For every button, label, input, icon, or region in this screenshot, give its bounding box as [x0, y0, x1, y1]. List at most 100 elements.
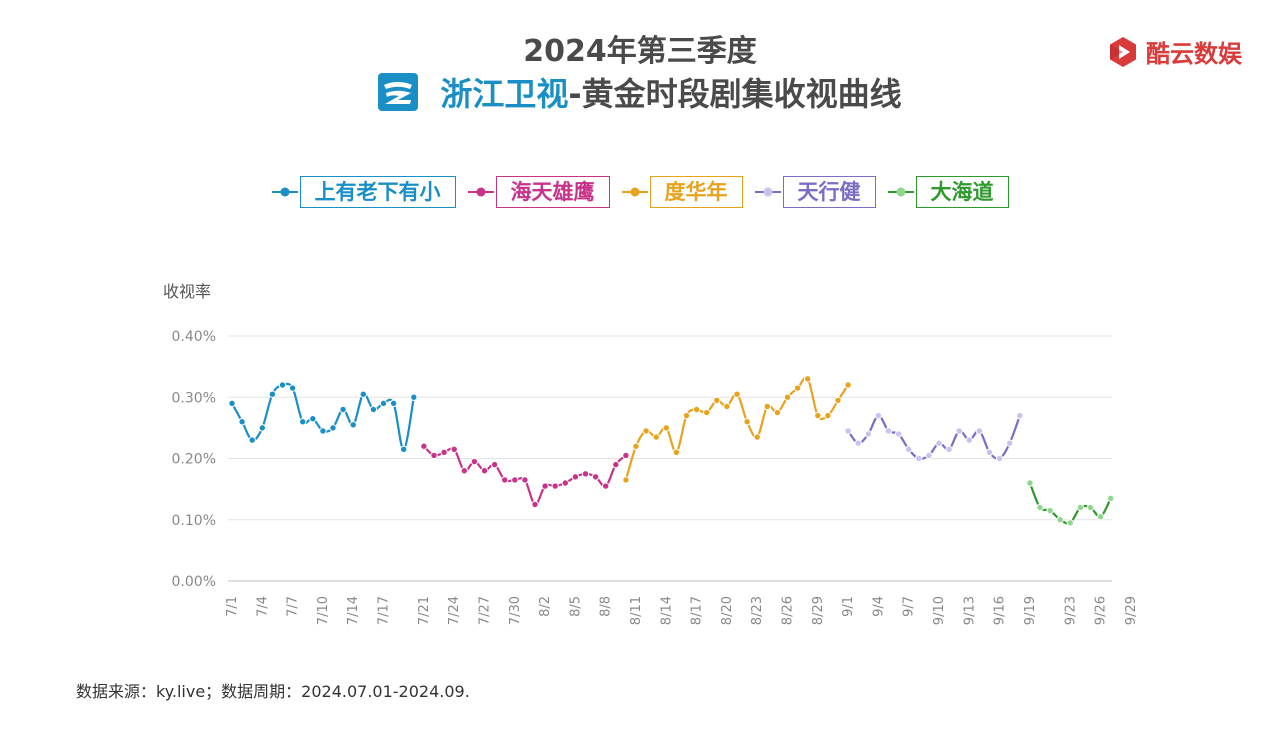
- data-point: [642, 427, 650, 435]
- x-tick-label: 9/16: [993, 596, 1008, 625]
- data-point: [975, 427, 984, 435]
- data-point: [925, 451, 933, 460]
- data-point: [753, 433, 761, 441]
- y-tick-label: 0.40%: [172, 329, 216, 345]
- legend-item: 上有老下有小: [271, 176, 456, 208]
- data-point: [864, 430, 872, 438]
- data-point: [965, 436, 973, 444]
- data-point: [723, 402, 731, 411]
- x-tick-label: 8/8: [599, 596, 614, 617]
- data-point: [682, 411, 691, 420]
- data-point: [804, 375, 812, 383]
- data-point: [874, 411, 883, 420]
- x-tick-label: 7/17: [377, 596, 392, 625]
- data-point: [420, 442, 428, 450]
- x-tick-label: 8/23: [750, 596, 765, 625]
- data-point: [551, 482, 559, 490]
- legend-label: 海天雄鹰: [495, 176, 610, 208]
- data-point: [894, 430, 903, 438]
- data-point: [470, 457, 479, 466]
- legend-item: 天行健: [754, 176, 876, 208]
- data-point: [1026, 479, 1034, 487]
- data-point: [1076, 503, 1085, 512]
- x-tick-label: 8/20: [720, 596, 735, 625]
- x-tick-label: 7/7: [286, 596, 301, 617]
- x-tick-label: 7/21: [417, 596, 432, 625]
- legend-item: 度华年: [621, 176, 743, 208]
- data-point: [309, 414, 317, 423]
- legend-label: 度华年: [649, 176, 743, 208]
- data-point: [945, 445, 953, 454]
- data-point: [602, 482, 610, 490]
- x-tick-label: 9/4: [871, 596, 886, 617]
- legend-marker: [621, 187, 648, 197]
- data-point: [329, 424, 337, 432]
- x-tick-label: 9/19: [1023, 596, 1038, 625]
- legend-marker: [467, 187, 494, 197]
- legend-item: 海天雄鹰: [467, 176, 610, 208]
- data-point: [834, 396, 842, 405]
- data-point: [763, 402, 771, 411]
- data-point: [480, 467, 489, 475]
- data-point: [450, 445, 458, 454]
- x-tick-label: 8/11: [629, 596, 644, 625]
- x-tick-label: 7/4: [255, 596, 270, 617]
- data-point: [622, 451, 630, 460]
- chart-legend: 上有老下有小 海天雄鹰 度华年 天行健 大海道: [0, 176, 1280, 208]
- x-tick-label: 7/1: [225, 596, 240, 617]
- data-point: [844, 427, 852, 435]
- x-tick-label: 8/2: [538, 596, 553, 617]
- data-point: [561, 479, 569, 487]
- x-tick-label: 7/30: [508, 596, 523, 625]
- x-tick-label: 9/23: [1063, 596, 1078, 625]
- data-point: [319, 427, 327, 435]
- data-point: [935, 439, 943, 447]
- data-point: [1046, 506, 1054, 515]
- x-tick-label: 9/7: [902, 596, 917, 617]
- legend-label: 上有老下有小: [299, 176, 456, 208]
- data-point: [228, 399, 236, 408]
- data-point: [713, 396, 721, 405]
- subtitle-text: -黄金时段剧集收视曲线: [568, 75, 902, 113]
- x-tick-label: 9/26: [1094, 596, 1109, 625]
- data-point: [733, 390, 741, 398]
- data-point: [844, 381, 852, 389]
- data-point: [379, 399, 388, 408]
- x-tick-label: 9/29: [1124, 596, 1139, 625]
- data-point: [490, 460, 499, 469]
- y-axis-label: 收视率: [163, 282, 211, 301]
- data-point: [521, 476, 529, 484]
- data-point: [410, 393, 418, 401]
- data-point: [268, 390, 277, 398]
- y-tick-label: 0.00%: [172, 574, 216, 590]
- data-point: [248, 436, 256, 444]
- data-point: [1056, 516, 1064, 524]
- data-point: [1096, 512, 1105, 521]
- data-point: [814, 411, 822, 420]
- data-point: [389, 399, 398, 408]
- data-point: [672, 448, 681, 457]
- legend-marker: [271, 187, 298, 197]
- data-point: [581, 470, 590, 478]
- data-point: [632, 442, 640, 450]
- legend-item: 大海道: [887, 176, 1009, 208]
- subtitle-channel: 浙江卫视: [440, 75, 569, 113]
- play-logo-icon: [1110, 36, 1136, 67]
- data-point: [652, 433, 660, 441]
- data-point: [884, 427, 893, 435]
- data-point: [1066, 519, 1075, 527]
- legend-label: 大海道: [915, 176, 1009, 208]
- data-point: [1016, 411, 1024, 420]
- data-point: [622, 476, 630, 484]
- data-point: [359, 390, 367, 398]
- data-point: [995, 454, 1004, 463]
- data-point: [400, 445, 408, 454]
- data-point: [612, 460, 620, 469]
- data-point: [288, 384, 297, 392]
- page-title: 2024年第三季度: [523, 34, 757, 69]
- zhejiang-tv-logo-icon: [378, 73, 419, 111]
- data-point: [985, 448, 994, 457]
- data-point: [440, 448, 448, 457]
- data-point: [238, 418, 246, 426]
